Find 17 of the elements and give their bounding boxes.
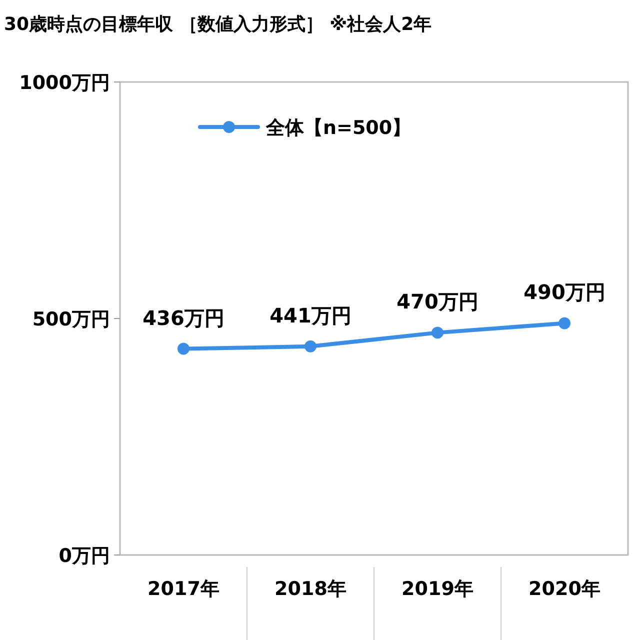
y-tick-label: 0万円 (58, 545, 110, 567)
chart-title: 30歳時点の目標年収 ［数値入力形式］ ※社会人2年 (4, 14, 432, 35)
data-label: 490万円 (524, 280, 606, 304)
point (432, 326, 444, 339)
legend-label: 全体【n=500】 (265, 117, 412, 139)
point (178, 342, 190, 355)
x-tick-label: 2019年 (402, 578, 474, 600)
data-label: 441万円 (270, 303, 352, 328)
y-tick-label: 500万円 (32, 308, 110, 330)
point (304, 340, 316, 352)
x-tick-label: 2020年 (528, 578, 600, 600)
data-label: 436万円 (142, 306, 224, 330)
point (558, 317, 570, 330)
data-label: 470万円 (396, 290, 478, 314)
x-tick-label: 2017年 (148, 578, 220, 600)
y-tick-label: 1000万円 (19, 72, 110, 94)
x-tick-label: 2018年 (274, 578, 346, 600)
